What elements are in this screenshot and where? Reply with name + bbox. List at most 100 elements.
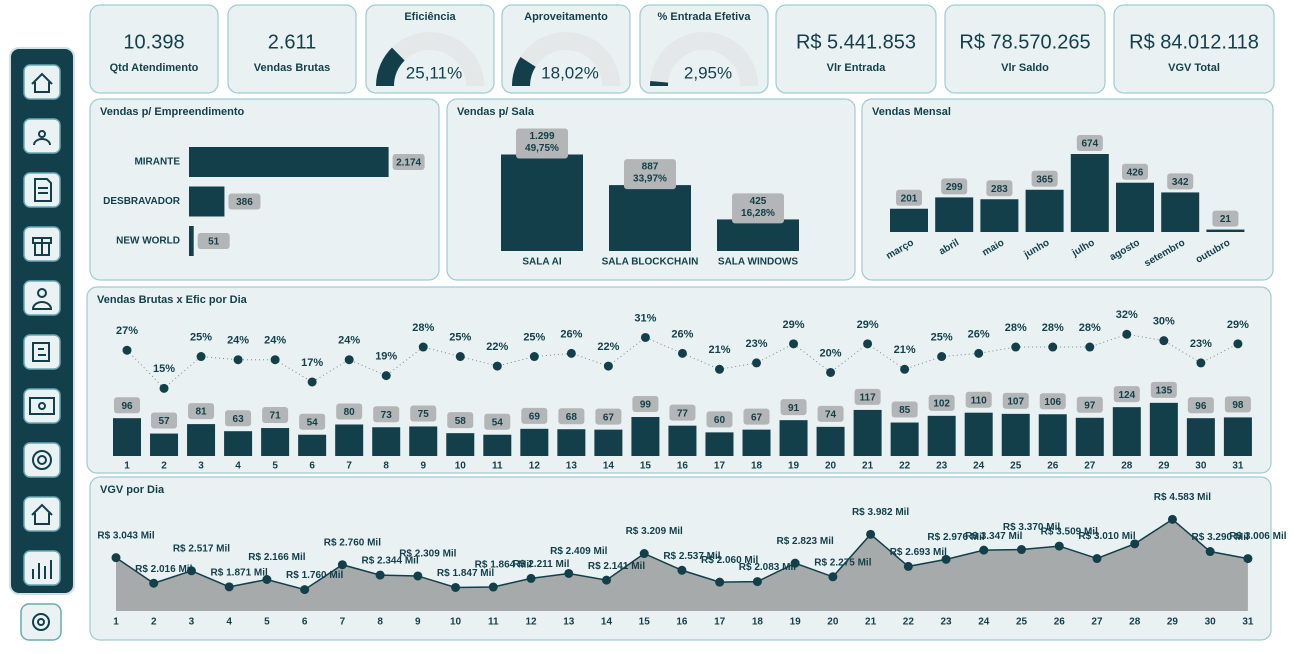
data-label: R$ 2.409 Mil xyxy=(550,546,607,557)
percent-label: 33,97% xyxy=(633,174,667,185)
data-label: 117 xyxy=(860,393,877,404)
point xyxy=(601,575,611,585)
point xyxy=(566,348,576,358)
nav-target[interactable] xyxy=(23,442,61,478)
bar xyxy=(964,412,993,456)
point xyxy=(863,339,873,349)
point xyxy=(1205,547,1215,557)
kpi-value: 10.398 xyxy=(123,31,184,53)
point xyxy=(186,566,196,576)
point xyxy=(1233,339,1243,349)
data-label: R$ 2.537 Mil xyxy=(663,551,720,562)
label-box xyxy=(299,413,326,430)
x-tick-label: 6 xyxy=(309,461,315,472)
data-label: R$ 2.166 Mil xyxy=(248,552,305,563)
x-tick-label: 18 xyxy=(752,617,764,628)
x-tick-label: 6 xyxy=(302,617,308,628)
data-label: 365 xyxy=(1036,174,1053,185)
data-label: 201 xyxy=(901,193,918,204)
data-label: 107 xyxy=(1007,397,1024,408)
point xyxy=(196,352,206,362)
bar xyxy=(189,147,389,177)
nav-icons[interactable] xyxy=(20,64,62,641)
nav-chart[interactable] xyxy=(23,550,61,586)
data-label: 110 xyxy=(971,395,988,406)
data-label: 30% xyxy=(1153,316,1175,328)
data-label: 342 xyxy=(1172,177,1189,188)
bar xyxy=(668,425,697,456)
nav-glyph xyxy=(31,503,53,525)
data-label: 887 xyxy=(642,162,659,173)
x-tick-label: 23 xyxy=(940,617,952,628)
label-box xyxy=(225,410,252,427)
bar xyxy=(1001,413,1030,456)
data-label: 29% xyxy=(857,319,879,331)
point xyxy=(307,377,317,387)
point xyxy=(1085,342,1095,352)
data-label: R$ 3.982 Mil xyxy=(852,507,909,518)
label-box xyxy=(1002,392,1029,409)
y-tick-label: NEW WORLD xyxy=(116,236,180,247)
nav-house-money[interactable] xyxy=(23,496,61,532)
label-box xyxy=(1031,170,1058,187)
data-label: 15% xyxy=(153,363,175,375)
point xyxy=(715,577,725,587)
bar xyxy=(113,418,141,456)
label-box xyxy=(965,391,992,408)
x-tick-label: SALA BLOCKCHAIN xyxy=(602,257,699,268)
bar xyxy=(594,429,623,456)
bar xyxy=(557,429,586,456)
point xyxy=(714,364,724,374)
x-tick-label: 4 xyxy=(226,617,232,628)
x-tick-label: 12 xyxy=(529,461,541,472)
gauge-track xyxy=(650,32,758,87)
nav-money[interactable] xyxy=(23,334,61,370)
x-tick-label: 25 xyxy=(1010,461,1022,472)
point xyxy=(903,561,913,571)
x-tick-label: 1 xyxy=(113,617,119,628)
x-tick-label: 21 xyxy=(865,617,877,628)
label-box xyxy=(516,128,568,159)
bar xyxy=(609,185,691,251)
point xyxy=(111,553,121,563)
x-tick-label: 21 xyxy=(862,461,874,472)
x-tick-label: 26 xyxy=(1054,617,1066,628)
y-tick-label: DESBRAVADOR xyxy=(103,196,181,207)
label-box xyxy=(896,189,922,206)
area xyxy=(116,519,1248,611)
gauge-title: Eficiência xyxy=(404,11,456,23)
label-box xyxy=(595,408,622,425)
kpi-value: R$ 84.012.118 xyxy=(1129,31,1259,53)
panel-title: VGV por Dia xyxy=(100,484,165,496)
data-label: 28% xyxy=(1079,322,1101,334)
x-tick-label: 27 xyxy=(1091,617,1103,628)
point xyxy=(270,355,280,365)
bar xyxy=(501,154,583,251)
x-tick-label: 13 xyxy=(563,617,575,628)
data-label: 106 xyxy=(1044,397,1061,408)
point xyxy=(752,358,762,368)
x-tick-label: 17 xyxy=(714,461,726,472)
label-box xyxy=(1122,163,1148,180)
bar xyxy=(1038,414,1067,456)
bar xyxy=(150,433,179,456)
panel-title: Vendas Mensal xyxy=(872,106,951,118)
data-label: 98 xyxy=(1232,400,1244,411)
data-label: R$ 2.760 Mil xyxy=(324,537,381,548)
bar xyxy=(1025,189,1064,232)
point xyxy=(1159,336,1169,346)
data-label: R$ 3.347 Mil xyxy=(965,531,1022,542)
x-tick-label: 11 xyxy=(492,461,503,472)
point xyxy=(149,578,159,588)
point xyxy=(381,371,391,381)
data-label: 24% xyxy=(338,335,360,347)
nav-home[interactable] xyxy=(23,64,61,100)
kpi-card xyxy=(944,4,1106,94)
bar xyxy=(779,420,808,456)
data-label: R$ 2.275 Mil xyxy=(814,557,871,568)
label-box xyxy=(521,407,548,424)
data-label: 54 xyxy=(307,417,319,428)
percent-label: 49,75% xyxy=(525,143,559,154)
point xyxy=(262,575,272,585)
nav-settings[interactable] xyxy=(20,603,62,641)
